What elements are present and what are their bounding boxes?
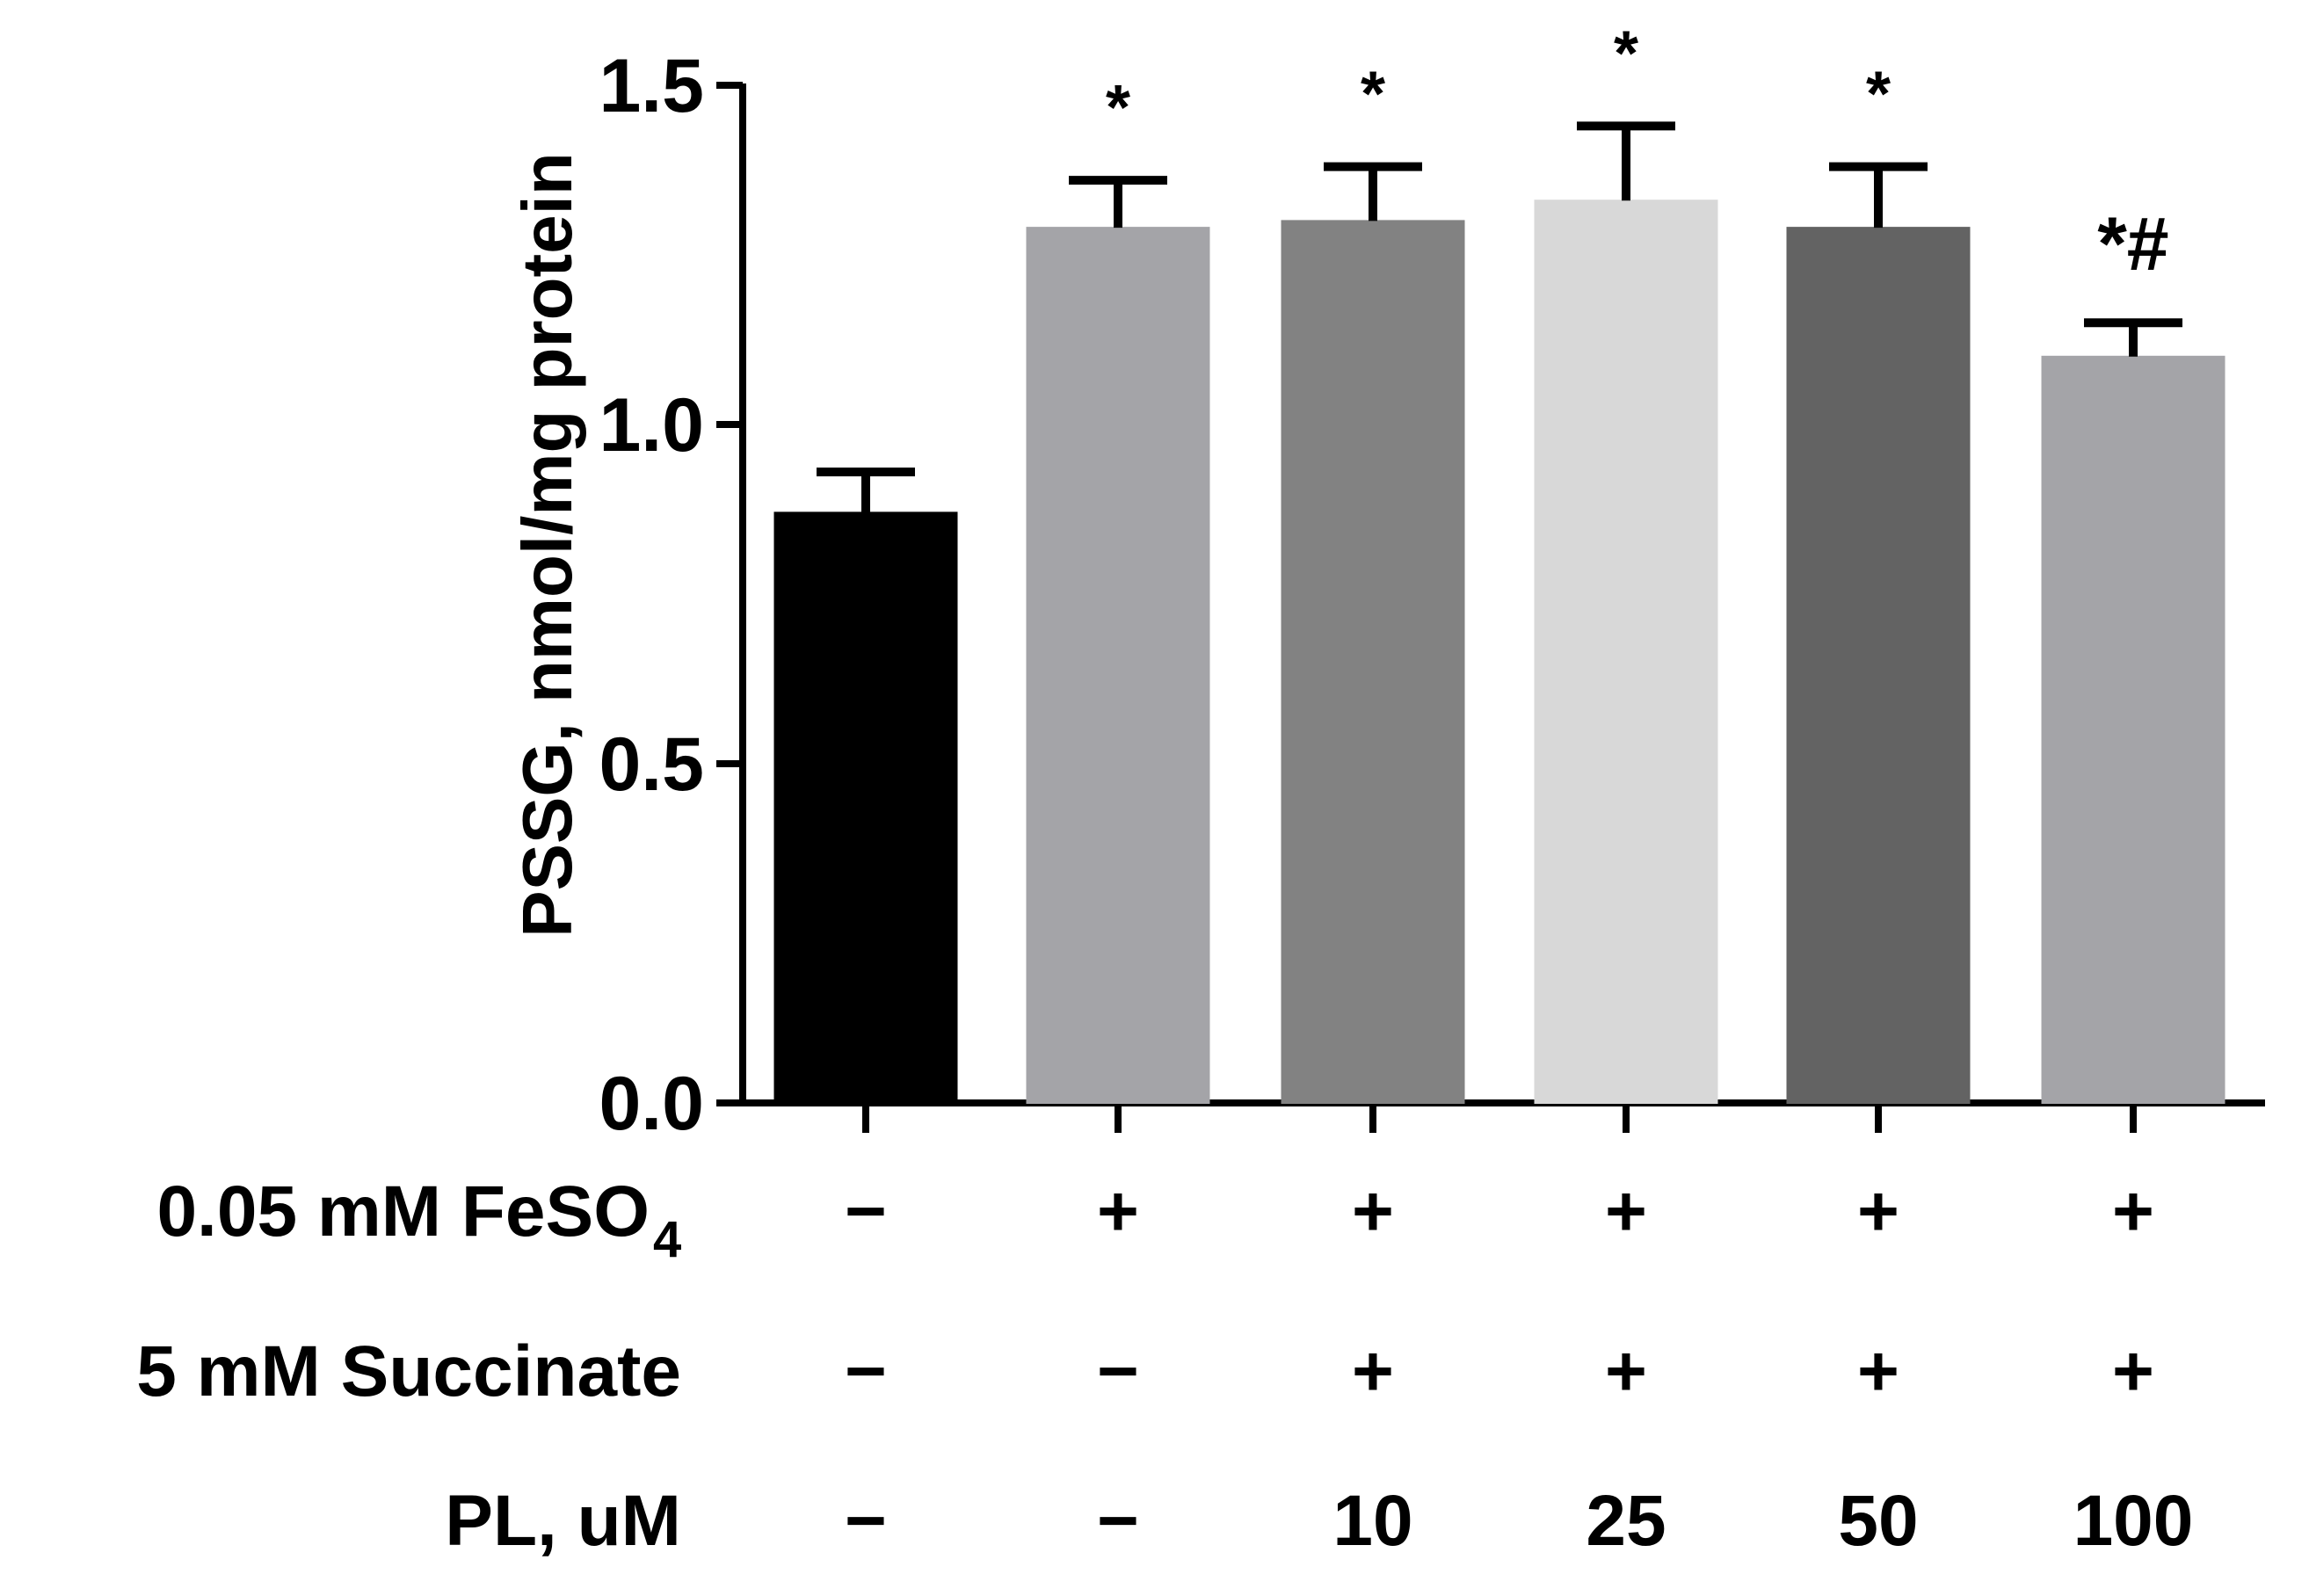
bar	[1281, 220, 1465, 1104]
condition-cell: −	[845, 1331, 887, 1411]
bar	[1026, 227, 1210, 1104]
condition-cell: +	[1352, 1331, 1394, 1411]
significance-annotations: * * * * *#	[1106, 18, 2169, 287]
condition-cell: −	[1097, 1331, 1139, 1411]
condition-row-subscript: 4	[653, 1211, 681, 1268]
condition-cell: 25	[1586, 1481, 1666, 1561]
condition-cell: 100	[2073, 1481, 2194, 1561]
condition-cell: −	[845, 1172, 887, 1251]
y-tick-label: 1.5	[599, 44, 704, 128]
y-tick-label: 0.0	[599, 1062, 704, 1146]
significance-marker: *	[1106, 73, 1130, 143]
bar	[1534, 200, 1718, 1105]
condition-cell: +	[1352, 1172, 1394, 1251]
y-tick-label: 0.5	[599, 722, 704, 807]
y-tick-label: 1.0	[599, 383, 704, 468]
condition-row-label: 5 mM Succinate	[136, 1331, 681, 1411]
condition-cell: +	[1857, 1172, 1899, 1251]
condition-cell: 50	[1838, 1481, 1918, 1561]
axes: 0.0 0.5 1.0 1.5	[599, 44, 2265, 1146]
condition-cell: +	[1857, 1331, 1899, 1411]
condition-cell: 10	[1332, 1481, 1412, 1561]
condition-row-label: 0.05 mM FeSO	[156, 1172, 650, 1251]
bar	[1786, 227, 1971, 1104]
condition-cell: −	[1097, 1481, 1139, 1561]
condition-cell: +	[1605, 1172, 1647, 1251]
condition-cell: +	[2112, 1172, 2154, 1251]
condition-row-label: PL, uM	[445, 1481, 681, 1561]
bars	[773, 121, 2225, 1105]
condition-cell: +	[2112, 1331, 2154, 1411]
significance-marker: *	[1361, 60, 1385, 130]
y-axis-label: PSSG, nmol/mg protein	[508, 152, 586, 937]
condition-cell: +	[1605, 1331, 1647, 1411]
condition-cell: +	[1097, 1172, 1139, 1251]
condition-cell: −	[845, 1481, 887, 1561]
significance-marker: *	[1614, 18, 1638, 89]
bar	[2041, 355, 2225, 1104]
significance-marker: *	[1866, 60, 1891, 130]
bar	[773, 511, 958, 1104]
condition-table: 0.05 mM FeSO 4 − + + + + +5 mM Succinate − − + + + + P…	[136, 1172, 2193, 1561]
significance-marker: *#	[2097, 202, 2168, 287]
